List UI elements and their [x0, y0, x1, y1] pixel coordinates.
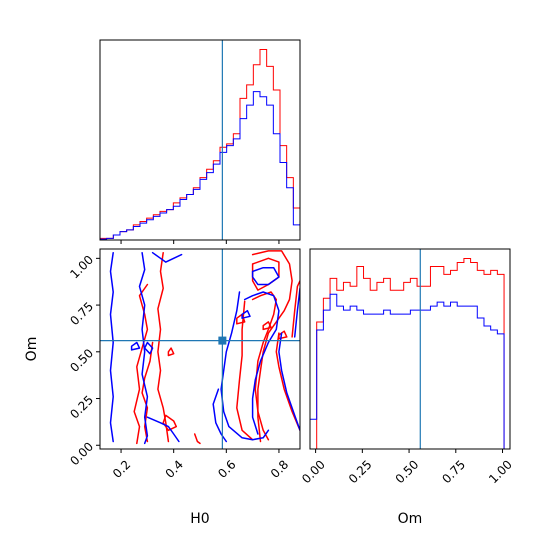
- contour-line-red: [133, 283, 149, 445]
- om-histogram-series-red: [310, 258, 510, 449]
- contour-line-red: [236, 300, 254, 441]
- om-histogram-tick-label: 0.25: [346, 457, 375, 486]
- contour-line-red: [275, 332, 300, 432]
- om-tick-label: 0.75: [67, 299, 96, 328]
- contour-line-blue: [109, 251, 114, 443]
- contour-line-blue: [130, 341, 141, 351]
- contour-line-blue: [146, 416, 180, 443]
- contour-line-blue: [293, 287, 300, 338]
- om-histogram-panel: 0.00 0.25 0.50 0.75 1.00: [299, 248, 515, 486]
- contour-line-blue: [243, 291, 280, 435]
- x-axis-label-h0: H0: [190, 511, 209, 527]
- om-tick-label: 0.25: [67, 393, 96, 422]
- om-histogram-frame: [309, 248, 511, 450]
- om-histogram-tick-label: 0.00: [299, 457, 328, 486]
- om-tick-label: 0.50: [67, 346, 96, 375]
- contour-line-blue: [251, 266, 280, 286]
- h0-histogram-panel: [99, 39, 301, 244]
- contour-line-red: [167, 347, 175, 357]
- contour-line-red: [251, 250, 293, 443]
- om-histogram-tick-label: 1.00: [486, 457, 515, 486]
- contour-line-red: [251, 291, 278, 441]
- h0-histogram-series-red: [100, 49, 300, 240]
- om-histogram-series-blue: [310, 293, 510, 449]
- contour-line-red: [251, 257, 280, 291]
- om-tick-label: 1.00: [67, 253, 96, 282]
- h0-tick-label: 0.4: [163, 457, 186, 480]
- contour-line-red: [162, 414, 178, 432]
- contour-line-blue: [138, 251, 149, 445]
- y-axis-label-om: Om: [24, 337, 40, 362]
- contour-line-blue: [241, 309, 251, 319]
- contour-line-red: [193, 433, 201, 445]
- om-histogram-tick-label: 0.75: [439, 457, 468, 486]
- contour-line-red: [141, 341, 154, 443]
- truth-marker: [218, 336, 227, 345]
- contour-line-blue: [143, 341, 154, 355]
- h0-histogram-frame: [99, 39, 301, 241]
- contour-line-blue: [278, 332, 300, 432]
- contour-line-red: [157, 251, 170, 443]
- contour-line-red: [262, 321, 272, 331]
- h0-tick-label: 0.2: [110, 457, 133, 480]
- contour-line-red: [236, 313, 246, 325]
- x-axis-label-om: Om: [398, 511, 423, 527]
- contour-line-red: [291, 280, 300, 338]
- h0-om-contour-panel: 0.2 0.4 0.6 0.8 0.00 0.25 0.50 0.75 1.00: [67, 248, 301, 481]
- om-histogram-tick-label: 0.50: [393, 457, 422, 486]
- h0-histogram-series-blue: [100, 91, 300, 240]
- h0-tick-label: 0.8: [268, 457, 291, 480]
- contour-line-blue: [151, 251, 183, 263]
- contour-line-red: [278, 330, 288, 340]
- om-tick-label: 0.00: [67, 439, 96, 468]
- h0-tick-label: 0.6: [215, 457, 238, 480]
- h0-om-contour-frame: [99, 248, 301, 450]
